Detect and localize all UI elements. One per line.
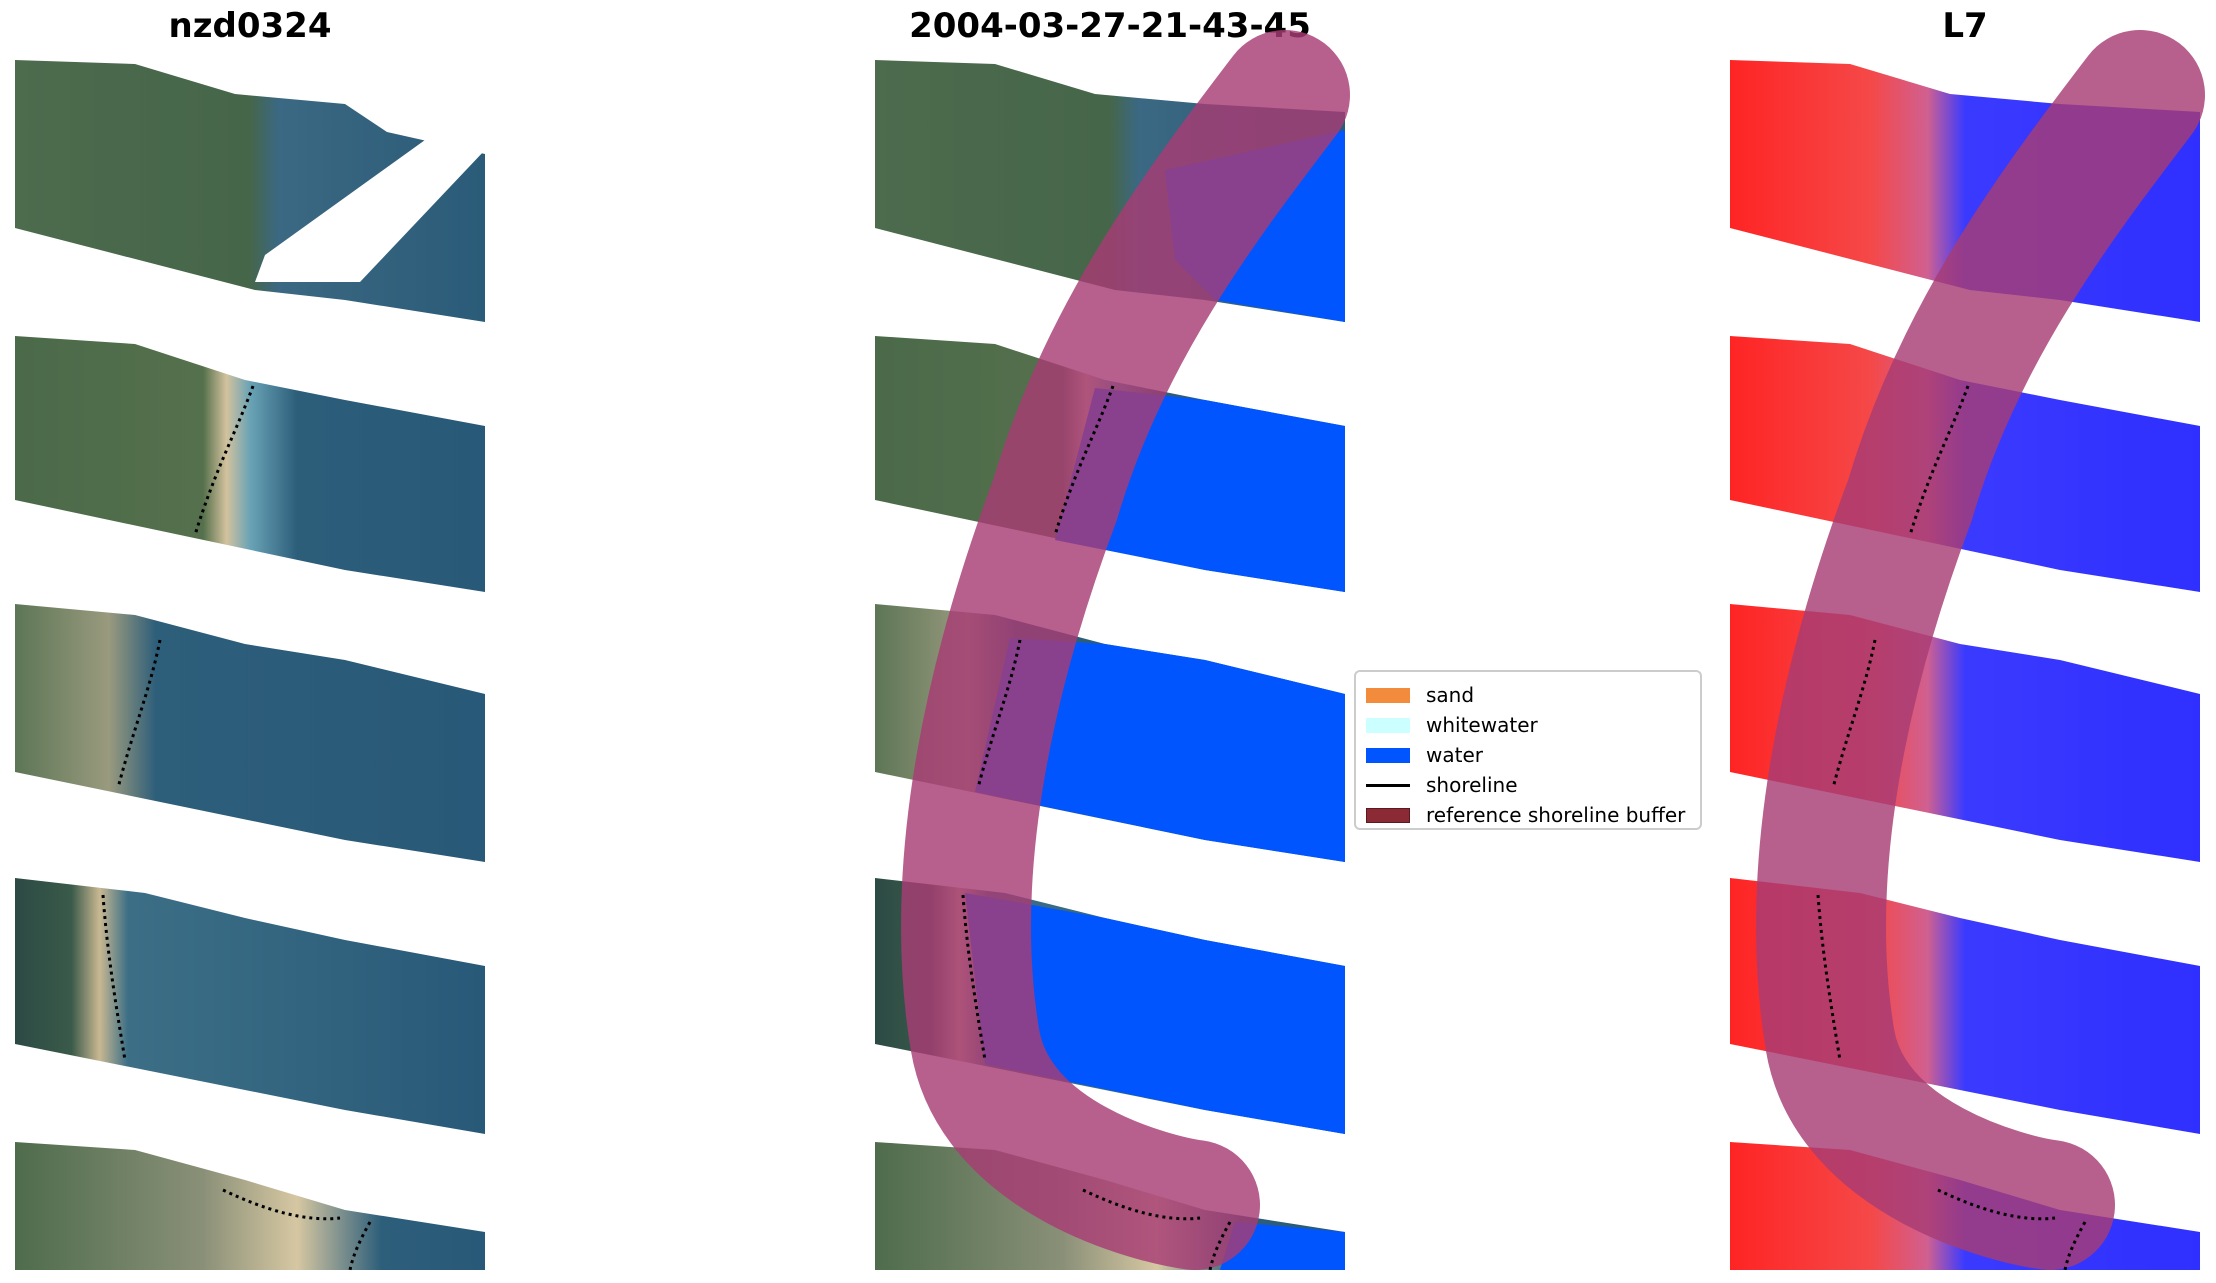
ndwi-image-panel	[1730, 30, 2205, 1271]
rgb-strip-5	[15, 1142, 485, 1270]
rgb-strip-4	[15, 878, 485, 1134]
rgb-strip-2	[15, 336, 485, 592]
sand-swatch	[1366, 687, 1410, 703]
legend: sand whitewater water shoreline referenc…	[1354, 670, 1702, 830]
legend-label-shoreline: shoreline	[1426, 773, 1518, 797]
legend-label-water: water	[1426, 743, 1483, 767]
buffer-swatch	[1366, 807, 1410, 823]
class-shoreline-5	[1082, 1188, 1232, 1271]
rgb-shoreline-5	[222, 1188, 372, 1271]
class-shoreline-2	[1053, 385, 1115, 536]
panel-title-classified: 2004-03-27-21-43-45	[909, 6, 1311, 46]
legend-item-whitewater: whitewater	[1366, 710, 1690, 740]
ndwi-shoreline-3	[1831, 639, 1877, 789]
legend-item-buffer: reference shoreline buffer	[1366, 800, 1690, 830]
ndwi-shoreline-2	[1908, 385, 1970, 536]
legend-label-sand: sand	[1426, 683, 1475, 707]
legend-item-shoreline: shoreline	[1366, 770, 1690, 800]
class-buffer	[901, 30, 1350, 1270]
legend-item-sand: sand	[1366, 680, 1690, 710]
shoreline-line-swatch	[1366, 783, 1410, 787]
panel-title-rgb: nzd0324	[168, 6, 332, 46]
water-swatch	[1366, 747, 1410, 763]
rgb-cloud-gap	[255, 140, 485, 282]
class-shoreline-3	[976, 639, 1022, 789]
classified-image-panel	[875, 30, 1350, 1271]
whitewater-swatch	[1366, 717, 1410, 733]
legend-item-water: water	[1366, 740, 1690, 770]
rgb-image-panel	[15, 60, 485, 1271]
ndwi-buffer	[1756, 30, 2205, 1270]
rgb-shoreline-2	[193, 385, 255, 536]
rgb-shoreline-3	[116, 639, 162, 789]
ndwi-shoreline-5	[1937, 1188, 2087, 1271]
panel-title-ndwi: L7	[1942, 6, 1988, 46]
legend-label-buffer: reference shoreline buffer	[1426, 803, 1686, 827]
class-water-3	[975, 638, 1345, 862]
legend-label-whitewater: whitewater	[1426, 713, 1538, 737]
rgb-strip-3	[15, 604, 485, 862]
